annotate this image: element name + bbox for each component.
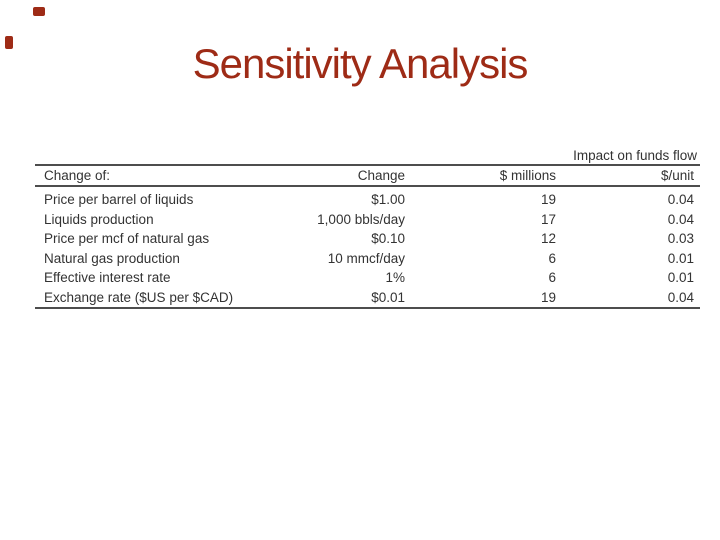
row-label: Liquids production <box>44 211 154 227</box>
row-millions-value: 19 <box>540 289 556 305</box>
table-spanner-header: Impact on funds flow <box>573 148 697 163</box>
row-change-value: $1.00 <box>371 192 405 208</box>
slide-title: Sensitivity Analysis <box>192 40 529 87</box>
row-millions-value: 6 <box>548 250 556 266</box>
row-millions-value: 19 <box>540 192 556 208</box>
column-header-millions: $ millions <box>499 168 556 183</box>
table-rule-bottom <box>35 307 700 309</box>
row-per-unit-value: 0.03 <box>667 231 694 247</box>
table-rule-header <box>35 185 700 187</box>
table-row: Price per barrel of liquids $1.00 19 0.0… <box>35 190 700 210</box>
row-millions-value: 6 <box>548 270 556 286</box>
slide-corner-accent-left <box>5 36 13 49</box>
row-millions-value: 12 <box>540 231 556 247</box>
row-label: Natural gas production <box>44 250 180 266</box>
row-label: Price per mcf of natural gas <box>44 231 210 247</box>
sensitivity-table: Impact on funds flow Change of: Change $… <box>35 148 700 309</box>
table-header-row: Change of: Change $ millions $/unit <box>35 166 700 185</box>
row-change-value: 1,000 bbls/day <box>317 211 405 227</box>
table-row: Exchange rate ($US per $CAD) $0.01 19 0.… <box>35 288 700 308</box>
column-header-per-unit: $/unit <box>660 168 694 183</box>
row-per-unit-value: 0.01 <box>667 250 694 266</box>
slide-corner-accent-top <box>33 7 45 16</box>
row-change-value: 10 mmcf/day <box>327 250 405 266</box>
row-per-unit-value: 0.04 <box>667 289 694 305</box>
table-row: Price per mcf of natural gas $0.10 12 0.… <box>35 229 700 249</box>
table-row: Natural gas production 10 mmcf/day 6 0.0… <box>35 249 700 269</box>
table-rule-top <box>35 164 700 166</box>
row-change-value: $0.10 <box>371 231 405 247</box>
row-per-unit-value: 0.04 <box>667 192 694 208</box>
row-change-value: 1% <box>385 270 405 286</box>
table-body: Price per barrel of liquids $1.00 19 0.0… <box>35 187 700 307</box>
table-row: Liquids production 1,000 bbls/day 17 0.0… <box>35 210 700 230</box>
row-label: Price per barrel of liquids <box>44 192 194 208</box>
row-per-unit-value: 0.01 <box>667 270 694 286</box>
column-header-change: Change <box>357 168 405 183</box>
row-change-value: $0.01 <box>371 289 405 305</box>
row-label: Effective interest rate <box>44 270 171 286</box>
row-per-unit-value: 0.04 <box>667 211 694 227</box>
row-millions-value: 17 <box>540 211 556 227</box>
table-row: Effective interest rate 1% 6 0.01 <box>35 268 700 288</box>
column-header-change-of: Change of: <box>44 168 111 183</box>
row-label: Exchange rate ($US per $CAD) <box>44 289 234 305</box>
